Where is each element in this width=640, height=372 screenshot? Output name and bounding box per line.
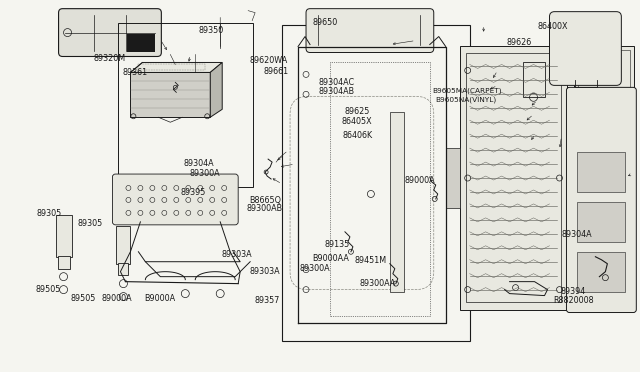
Text: 89350: 89350	[198, 26, 224, 35]
Text: 89650: 89650	[312, 18, 337, 27]
Text: B9000A: B9000A	[145, 294, 175, 303]
Text: 89620WA: 89620WA	[250, 56, 288, 65]
Bar	[282, 25, 470, 341]
Text: 89304AC: 89304AC	[319, 78, 355, 87]
Text: 89320M: 89320M	[93, 54, 125, 62]
Bar	[582, 255, 627, 290]
FancyBboxPatch shape	[113, 174, 238, 225]
Bar	[460, 45, 568, 310]
FancyBboxPatch shape	[566, 87, 636, 312]
Text: 89395: 89395	[180, 188, 206, 197]
Text: 89394: 89394	[560, 287, 586, 296]
Polygon shape	[210, 62, 222, 117]
Text: 89300A: 89300A	[300, 264, 330, 273]
Bar	[579, 49, 630, 305]
Text: 89304AB: 89304AB	[319, 87, 355, 96]
Text: 89451M: 89451M	[355, 256, 387, 264]
Bar	[127, 33, 156, 51]
Polygon shape	[131, 73, 210, 117]
Bar	[445, 148, 460, 208]
Polygon shape	[131, 62, 222, 73]
Text: 89505: 89505	[71, 294, 96, 303]
Bar	[577, 252, 625, 292]
Text: 89357: 89357	[255, 296, 280, 305]
FancyBboxPatch shape	[550, 12, 621, 86]
Text: 89361: 89361	[122, 68, 147, 77]
Text: B9605NA(VINYL): B9605NA(VINYL)	[435, 96, 496, 103]
Text: 86405X: 86405X	[342, 117, 372, 126]
Bar	[582, 145, 627, 180]
Text: 89661: 89661	[264, 67, 289, 76]
Text: 86400X: 86400X	[537, 22, 568, 31]
Bar	[390, 112, 404, 292]
Text: 89304A: 89304A	[561, 230, 592, 239]
Text: R8820008: R8820008	[554, 296, 595, 305]
Text: B9605MA(CARPET): B9605MA(CARPET)	[433, 88, 502, 94]
Text: 89000A: 89000A	[102, 294, 132, 303]
Bar	[466, 54, 561, 302]
Bar	[118, 263, 129, 275]
Text: 86406K: 86406K	[343, 131, 373, 140]
Bar	[56, 215, 72, 257]
Bar	[58, 256, 70, 269]
Text: 89304A: 89304A	[183, 158, 214, 167]
Text: 89505: 89505	[35, 285, 61, 294]
Bar	[582, 90, 627, 125]
Text: B9000AA: B9000AA	[312, 254, 349, 263]
Bar	[522, 62, 545, 97]
Text: 89625: 89625	[344, 108, 370, 116]
Text: 89305: 89305	[36, 209, 61, 218]
Bar	[116, 226, 131, 264]
Bar	[577, 202, 625, 242]
Bar	[575, 45, 634, 310]
Text: B8665Q: B8665Q	[249, 196, 281, 205]
Text: 89303A: 89303A	[250, 267, 280, 276]
FancyBboxPatch shape	[59, 9, 161, 57]
Text: 89300A: 89300A	[189, 169, 220, 177]
Text: 89305: 89305	[77, 219, 102, 228]
Bar	[577, 152, 625, 192]
Text: 89303A: 89303A	[221, 250, 252, 259]
Bar	[118, 23, 253, 187]
Text: 89000A: 89000A	[404, 176, 435, 185]
Text: 89300AB: 89300AB	[246, 204, 283, 213]
Text: 89626: 89626	[506, 38, 532, 47]
Bar	[582, 205, 627, 240]
Text: 89300AA: 89300AA	[360, 279, 396, 288]
FancyBboxPatch shape	[306, 9, 434, 52]
Text: 89135: 89135	[324, 240, 349, 249]
